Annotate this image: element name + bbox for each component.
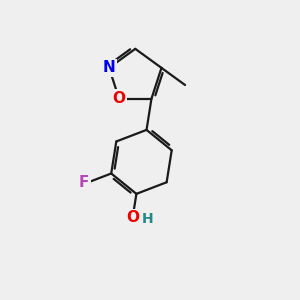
Text: O: O	[112, 91, 126, 106]
Text: H: H	[142, 212, 154, 226]
Text: N: N	[103, 60, 116, 75]
Text: O: O	[126, 210, 139, 225]
Text: F: F	[79, 175, 89, 190]
